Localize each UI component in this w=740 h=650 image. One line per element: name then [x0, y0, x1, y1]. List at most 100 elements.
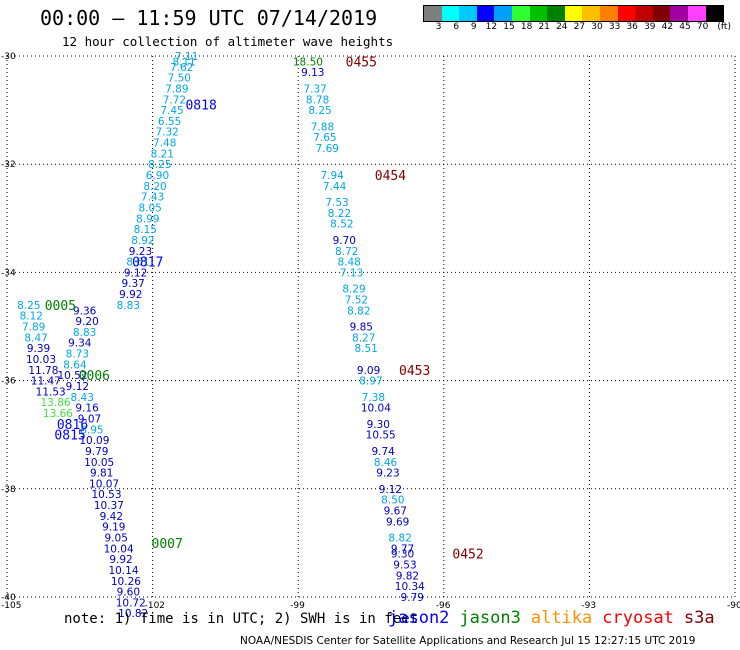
swh-value: 9.77 [391, 543, 414, 555]
swh-value: 8.99 [136, 213, 159, 225]
swh-value: 8.29 [342, 284, 365, 296]
scale-swatch [599, 6, 618, 21]
scale-swatch [529, 6, 548, 21]
swh-value: 10.14 [108, 565, 138, 577]
swh-value: 7.50 [168, 73, 191, 85]
swh-value: 9.53 [393, 560, 416, 572]
swh-value: 7.44 [323, 181, 347, 193]
swh-value: 8.21 [151, 148, 174, 160]
swh-value: 8.83 [73, 327, 96, 339]
swh-value: 9.60 [117, 587, 140, 599]
lat-label: -34 [1, 268, 16, 278]
scale-swatch [617, 6, 636, 21]
pass-time-label: 0453 [399, 364, 430, 379]
swh-value: 7.62 [170, 62, 193, 74]
swh-value: 8.83 [117, 300, 140, 312]
scale-label: 42 [661, 22, 674, 32]
swh-value: 7.89 [22, 322, 45, 334]
swh-value: 8.27 [352, 332, 375, 344]
swh-value: 7.13 [340, 267, 363, 279]
pass-time-label: 0005 [45, 299, 76, 314]
swh-value: 9.70 [333, 235, 356, 247]
scale-label: 30 [591, 22, 603, 32]
lat-label: -30 [1, 52, 16, 62]
swh-value: 8.25 [148, 159, 171, 171]
swh-value: 7.89 [165, 83, 188, 95]
swh-value: 9.12 [124, 267, 147, 279]
lon-label: -102 [145, 601, 165, 611]
swh-value: 13.86 [41, 397, 71, 409]
swh-value: 10.09 [79, 435, 109, 447]
swh-value: 10.37 [94, 500, 124, 512]
scale-label: (ft) [717, 22, 731, 32]
satellite-cryosat: cryosat [602, 608, 674, 628]
scale-swatch [494, 6, 512, 21]
swh-value: 11.47 [31, 376, 61, 388]
swh-value: 9.09 [357, 365, 380, 377]
swh-value: 9.30 [367, 419, 390, 431]
swh-value: 18.50 [293, 56, 323, 68]
swh-value: 8.11 [172, 56, 195, 68]
scale-swatch [476, 6, 495, 21]
swh-value: 9.05 [105, 532, 128, 544]
swh-value: 7.94 [320, 170, 344, 182]
swh-value: 7.11 [175, 51, 198, 63]
swh-value: 8.12 [20, 311, 43, 323]
pass-time-label: 0452 [452, 548, 483, 563]
swh-value: 8.46 [374, 457, 398, 469]
swh-value: 9.12 [379, 484, 402, 496]
scale-label: 45 [679, 22, 691, 32]
scale-swatch [635, 6, 653, 21]
swh-value: 8.43 [71, 392, 94, 404]
swh-value: 9.34 [68, 338, 92, 350]
swh-value: 9.92 [109, 554, 132, 566]
swh-value: 10.72 [116, 597, 146, 609]
swh-value: 7.48 [153, 138, 176, 150]
swh-value: 7.53 [325, 197, 348, 209]
lat-label: -40 [1, 593, 16, 603]
swh-value: 8.25 [17, 300, 40, 312]
pass-time-label: 0006 [79, 369, 110, 384]
swh-value: 9.16 [75, 403, 99, 415]
swh-value: 9.23 [376, 468, 399, 480]
swh-value: 9.82 [396, 570, 419, 582]
swh-value: 7.69 [316, 143, 339, 155]
scale-label: 70 [696, 22, 709, 32]
swh-value: 8.92 [131, 235, 154, 247]
scale-swatch [441, 6, 460, 21]
lon-label: -93 [581, 601, 596, 611]
scale-label: 33 [608, 22, 621, 32]
swh-value: 9.79 [401, 592, 424, 604]
scale-label: 3 [435, 22, 442, 32]
swh-value: 7.32 [155, 127, 178, 139]
swh-value: 9.36 [73, 305, 97, 317]
swh-value: 10.04 [104, 543, 134, 555]
lat-label: -38 [1, 485, 16, 495]
swh-value: 9.20 [75, 316, 98, 328]
swh-value: 7.88 [311, 121, 334, 133]
swh-value: 9.69 [386, 516, 409, 528]
swh-value: 8.50 [381, 495, 404, 507]
swh-value: 8.48 [337, 257, 360, 269]
swh-value: 9.85 [350, 322, 373, 334]
pass-time-label: 0816 [57, 418, 88, 433]
swh-value: 8.47 [24, 332, 47, 344]
swh-value: 10.03 [26, 354, 56, 366]
lon-label: -105 [1, 601, 21, 611]
swh-value: 10.04 [361, 403, 391, 415]
swh-value: 11.53 [36, 386, 66, 398]
swh-value: 7.43 [141, 192, 164, 204]
lon-label: -99 [290, 601, 305, 611]
swh-value: 8.72 [335, 246, 358, 258]
scale-label: 12 [485, 22, 498, 32]
swh-value: 9.30 [391, 549, 414, 561]
swh-value: 10.26 [111, 576, 141, 588]
swh-value: 6.55 [158, 116, 181, 128]
scale-label: 18 [520, 22, 533, 32]
scale-swatch [652, 6, 671, 21]
swh-value: 10.05 [84, 457, 114, 469]
swh-value: 8.97 [359, 376, 382, 388]
satellite-jason3: jason3 [459, 608, 521, 628]
page-subtitle: 12 hour collection of altimeter wave hei… [62, 34, 394, 49]
swh-value: 10.82 [118, 608, 148, 620]
